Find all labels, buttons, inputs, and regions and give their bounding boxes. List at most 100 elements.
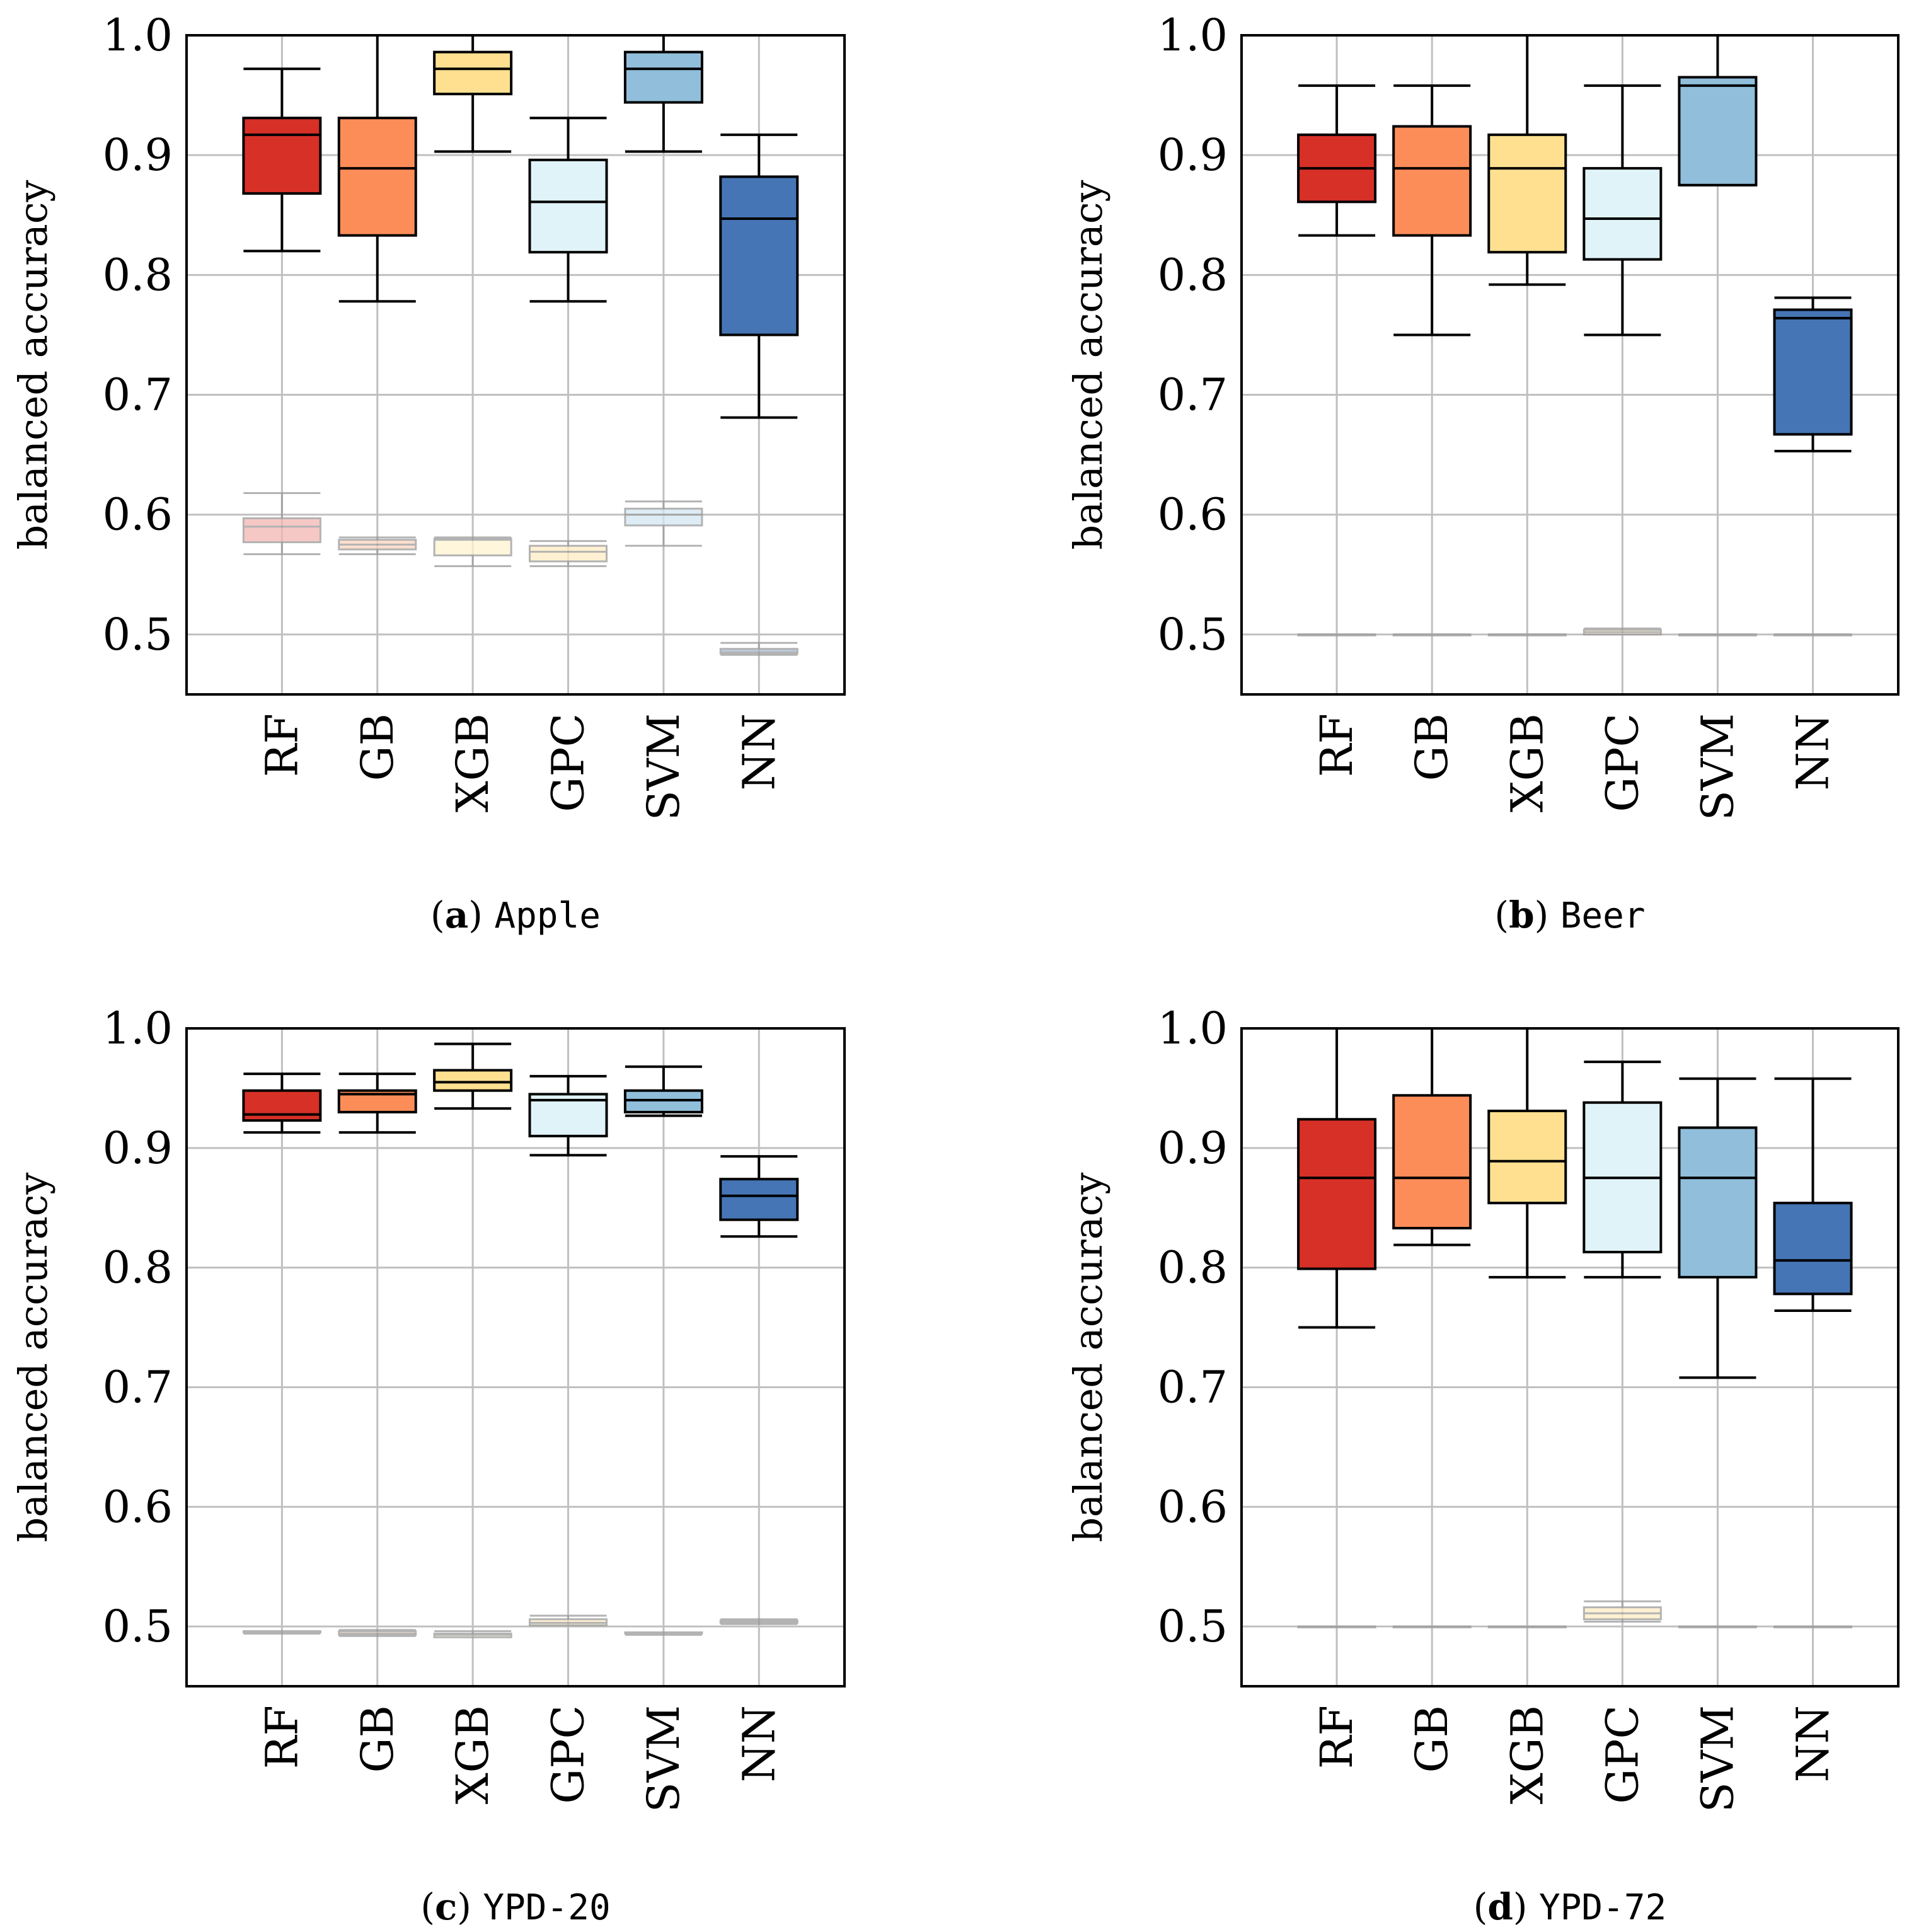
x-tick-label: SVM xyxy=(1692,713,1743,820)
model-box-RF xyxy=(242,67,322,253)
model-box-GPC xyxy=(1583,1061,1663,1279)
y-axis-title: balanced accuracy xyxy=(1065,180,1111,550)
y-axis-title: balanced accuracy xyxy=(10,180,56,550)
box-iqr xyxy=(1773,1202,1853,1296)
model-box-SVM xyxy=(623,34,703,153)
baseline-box-XGB xyxy=(433,536,512,568)
box-iqr xyxy=(1487,133,1567,254)
panel-b: 0.5 0.6 0.7 0.8 0.9 1.0 balanced accuracy RF GB X… xyxy=(1065,9,1900,936)
baseline-box-XGB xyxy=(433,1630,512,1638)
x-tick-label: RF xyxy=(256,1705,308,1769)
panel-caption: (a) Apple xyxy=(430,894,601,936)
x-tick-label: RF xyxy=(1311,1705,1363,1769)
y-tick-label: 0.5 xyxy=(103,1601,173,1652)
box-iqr xyxy=(719,175,799,336)
model-box-GB xyxy=(337,1072,417,1134)
box-iqr xyxy=(433,1069,513,1092)
x-tick-label: XGB xyxy=(447,713,499,812)
box-iqr xyxy=(529,544,608,563)
box-iqr xyxy=(1392,125,1472,237)
box-iqr xyxy=(242,1089,322,1122)
x-tick-label: NN xyxy=(733,1705,785,1783)
x-tick-label: NN xyxy=(733,713,785,791)
box-iqr xyxy=(623,50,703,104)
model-box-GB xyxy=(1392,1027,1472,1246)
x-tick-label: GB xyxy=(1406,713,1458,781)
x-tick-label: XGB xyxy=(447,1705,499,1804)
baseline-box-GPC xyxy=(529,1614,608,1626)
panel-c: 0.5 0.6 0.7 0.8 0.9 1.0 balanced accuracy RF GB X… xyxy=(10,1003,846,1928)
model-box-SVM xyxy=(1678,34,1758,187)
box-iqr xyxy=(1678,76,1758,187)
panel-caption: (b) Beer xyxy=(1494,894,1645,936)
model-box-NN xyxy=(719,1155,799,1238)
y-tick-label: 0.9 xyxy=(1158,1122,1228,1174)
baseline-box-NN xyxy=(719,641,798,656)
panel-caption: (c) YPD-20 xyxy=(420,1885,610,1928)
baseline-box-GPC xyxy=(1583,627,1662,636)
box-iqr xyxy=(433,538,512,556)
y-tick-label: 0.5 xyxy=(1158,1601,1228,1652)
box-iqr xyxy=(624,507,703,527)
baseline-box-SVM xyxy=(1678,633,1757,636)
y-tick-label: 0.7 xyxy=(103,1361,173,1413)
box-iqr xyxy=(1297,1118,1377,1270)
y-tick-label: 0.9 xyxy=(103,129,173,181)
baseline-box-SVM xyxy=(624,1631,703,1636)
y-tick-label: 0.5 xyxy=(1158,609,1228,660)
y-tick-label: 0.8 xyxy=(103,249,173,301)
model-box-RF xyxy=(1297,1027,1377,1329)
box-iqr xyxy=(1678,1126,1758,1279)
box-iqr xyxy=(433,50,513,96)
box-iqr xyxy=(242,517,321,543)
model-box-NN xyxy=(719,133,799,419)
y-tick-label: 0.7 xyxy=(103,369,173,421)
plot-frame xyxy=(1240,1027,1900,1688)
x-tick-label: XGB xyxy=(1501,1705,1553,1804)
baseline-box-NN xyxy=(1773,1625,1853,1629)
y-tick-label: 0.8 xyxy=(1158,249,1228,301)
x-tick-label: GB xyxy=(352,713,403,781)
x-tick-label: SVM xyxy=(1692,1705,1743,1812)
x-tick-label: GB xyxy=(1406,1705,1458,1773)
x-tick-label: SVM xyxy=(638,713,689,820)
panel-d: 0.5 0.6 0.7 0.8 0.9 1.0 balanced accuracy RF GB X… xyxy=(1065,1003,1900,1928)
x-tick-label: GPC xyxy=(1596,713,1648,812)
model-box-XGB xyxy=(1487,1027,1567,1279)
x-tick-label: GB xyxy=(352,1705,403,1773)
baseline-box-GB xyxy=(338,1629,417,1637)
model-box-NN xyxy=(1773,1077,1853,1312)
box-iqr xyxy=(1773,308,1853,436)
model-box-GPC xyxy=(1583,84,1663,336)
y-tick-label: 1.0 xyxy=(1158,1003,1228,1054)
y-tick-label: 0.8 xyxy=(103,1242,173,1294)
x-tick-label: NN xyxy=(1787,1705,1839,1783)
y-tick-label: 0.5 xyxy=(103,609,173,660)
y-axis-title: balanced accuracy xyxy=(10,1173,56,1543)
y-tick-label: 1.0 xyxy=(103,9,173,61)
model-box-SVM xyxy=(1678,1077,1758,1379)
plot-frame xyxy=(185,34,846,696)
model-box-XGB xyxy=(433,1042,513,1110)
baseline-box-NN xyxy=(719,1618,798,1625)
box-iqr xyxy=(1487,1109,1567,1205)
x-tick-label: GPC xyxy=(1596,1705,1648,1804)
model-box-RF xyxy=(242,1072,322,1134)
panel-caption: (d) YPD-72 xyxy=(1473,1885,1667,1928)
box-iqr xyxy=(337,117,417,237)
y-tick-label: 1.0 xyxy=(103,1003,173,1054)
x-tick-label: GPC xyxy=(543,1705,594,1804)
model-box-SVM xyxy=(623,1065,703,1117)
box-iqr xyxy=(719,648,798,655)
baseline-box-GB xyxy=(338,536,417,555)
baseline-box-RF xyxy=(1297,1625,1376,1629)
y-tick-label: 0.9 xyxy=(1158,129,1228,181)
plot-frame xyxy=(1240,34,1900,696)
baseline-box-RF xyxy=(1297,633,1376,636)
box-iqr xyxy=(528,158,608,254)
box-iqr xyxy=(719,1178,799,1221)
baseline-box-GPC xyxy=(529,540,608,568)
y-tick-label: 0.6 xyxy=(103,489,173,541)
box-iqr xyxy=(1583,167,1663,261)
